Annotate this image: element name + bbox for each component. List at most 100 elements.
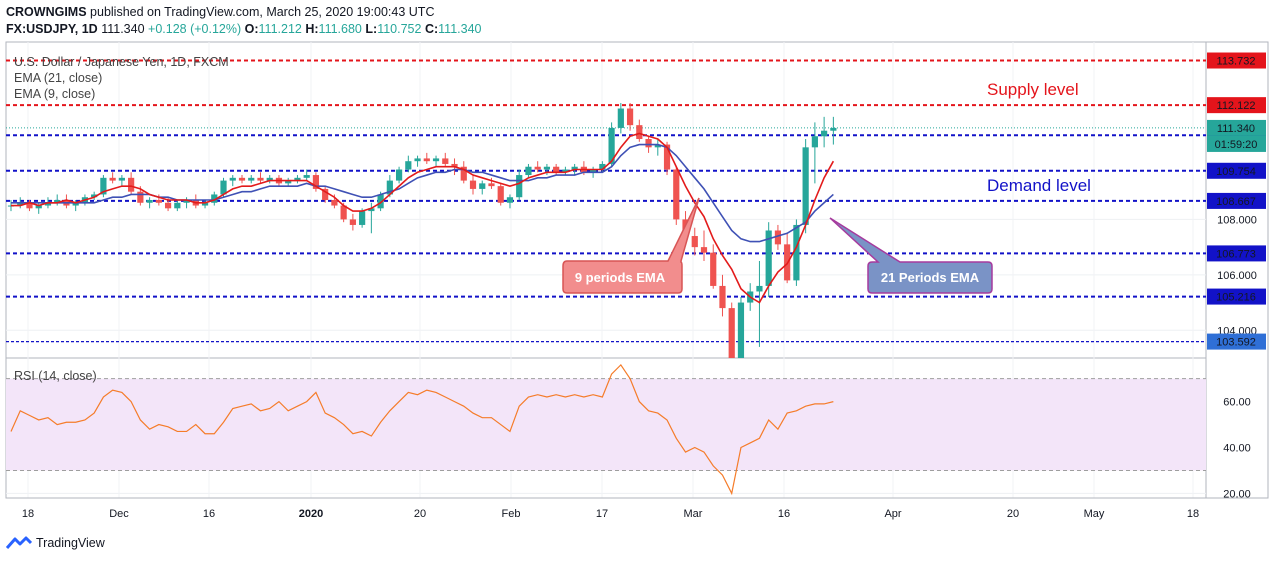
ohlc-bar: FX:USDJPY, 1D 111.340 +0.128 (+0.12%) O:… — [6, 22, 481, 36]
publish-info: CROWNGIMS published on TradingView.com, … — [6, 5, 434, 19]
candle-body — [710, 252, 717, 286]
ema21-callout-text: 21 Periods EMA — [881, 270, 980, 285]
time-tick-label: Apr — [884, 508, 901, 520]
open-value: 111.212 — [258, 22, 302, 36]
tradingview-logo-icon — [6, 536, 32, 549]
level-price-tag: 103.592 — [1216, 337, 1256, 349]
time-tick-label: 16 — [203, 508, 215, 520]
candle-body — [229, 177, 236, 181]
ema9-callout-text: 9 periods EMA — [575, 270, 666, 285]
time-tick-label: 20 — [414, 508, 426, 520]
candle-body — [479, 183, 486, 189]
last-price-tag-bg — [1207, 119, 1266, 136]
candles — [7, 102, 837, 358]
rsi-axis-labels: 20.00 40.00 60.00 — [1223, 397, 1251, 501]
candle-body — [469, 180, 477, 189]
candle-body — [423, 158, 430, 162]
time-tick-label: 18 — [1187, 508, 1199, 520]
time-tick-label: Mar — [684, 508, 703, 520]
candle-body — [266, 177, 273, 181]
candle-body — [155, 200, 162, 203]
candle-body — [17, 202, 24, 206]
candle-body — [802, 147, 809, 225]
candle-body — [645, 139, 652, 148]
time-tick-label: Dec — [109, 508, 129, 520]
close-label: C: — [424, 22, 439, 36]
low-label: L: — [365, 22, 378, 36]
time-tick-label: Feb — [502, 508, 521, 520]
candle-body — [516, 175, 523, 198]
ema21-legend: EMA (21, close) — [14, 71, 102, 85]
level-price-tag: 106.773 — [1216, 248, 1256, 260]
time-tick-label: 17 — [596, 508, 608, 520]
supply-level-label: Supply level — [987, 80, 1079, 99]
candle-body — [608, 127, 615, 164]
candle-body — [673, 169, 680, 220]
candle-body — [774, 230, 782, 245]
candle-body — [183, 200, 190, 203]
candle-body — [54, 200, 61, 203]
candle-body — [395, 169, 403, 181]
level-price-tag-bg — [1207, 162, 1266, 179]
candle-body — [626, 108, 634, 126]
candle-body — [525, 166, 532, 176]
candle-body — [719, 285, 726, 309]
open-label: O: — [244, 22, 259, 36]
candle-body — [238, 177, 246, 181]
candle-body — [322, 188, 329, 200]
candle-body — [506, 197, 514, 203]
candle-body — [26, 202, 33, 209]
candle-body — [312, 175, 320, 189]
time-tick-label: 20 — [1007, 508, 1019, 520]
candle-body — [460, 166, 467, 181]
level-price-tag: 109.754 — [1216, 166, 1256, 178]
candle-body — [285, 180, 292, 184]
candle-body — [562, 169, 569, 173]
time-tick-label: May — [1084, 508, 1105, 520]
candle-body — [137, 191, 144, 203]
publish-text: published on TradingView.com, March 25, … — [90, 5, 435, 19]
candle-body — [331, 200, 338, 206]
level-price-tag: 105.216 — [1216, 292, 1256, 304]
candle-body — [543, 166, 551, 170]
candle-body — [497, 186, 504, 203]
candle-body — [414, 158, 421, 162]
level-lines — [6, 59, 1206, 343]
rsi-tick-label: 60.00 — [1223, 397, 1251, 409]
publisher-name: CROWNGIMS — [6, 5, 87, 19]
candle-body — [368, 208, 375, 212]
rsi-tick-label: 40.00 — [1223, 443, 1251, 455]
demand-level-label: Demand level — [987, 176, 1091, 195]
brand-name: TradingView — [36, 536, 105, 550]
candle-body — [109, 177, 116, 181]
candle-body — [72, 202, 79, 206]
candle-body — [654, 144, 661, 148]
last-price-header: 111.340 — [101, 22, 145, 36]
level-price-tag: 112.122 — [1217, 100, 1256, 112]
candle-body — [451, 163, 458, 167]
price-tick-label: 106.000 — [1217, 270, 1257, 282]
candle-body — [405, 161, 412, 170]
change-value: +0.128 (+0.12%) — [148, 22, 242, 36]
candle-body — [553, 166, 560, 173]
time-tick-label: 16 — [778, 508, 790, 520]
candle-body — [377, 194, 384, 209]
time-tick-label: 18 — [22, 508, 34, 520]
candle-body — [211, 194, 218, 203]
rsi-line — [10, 363, 834, 496]
candle-body — [728, 308, 735, 358]
candle-body — [164, 202, 172, 209]
candle-body — [793, 224, 800, 281]
candle-body — [146, 200, 153, 203]
candle-body — [432, 158, 440, 162]
candle-body — [821, 130, 828, 137]
candle-body — [663, 144, 671, 170]
level-price-tag-bg — [1207, 245, 1266, 262]
bar-countdown-tag-bg — [1207, 135, 1266, 152]
level-price-tag: 113.732 — [1217, 56, 1256, 68]
candle-body — [617, 108, 624, 128]
candle-body — [737, 302, 745, 358]
candle-body — [100, 177, 107, 195]
price-axis-labels: 114.000104.000106.000108.000113.732112.1… — [1207, 52, 1266, 350]
